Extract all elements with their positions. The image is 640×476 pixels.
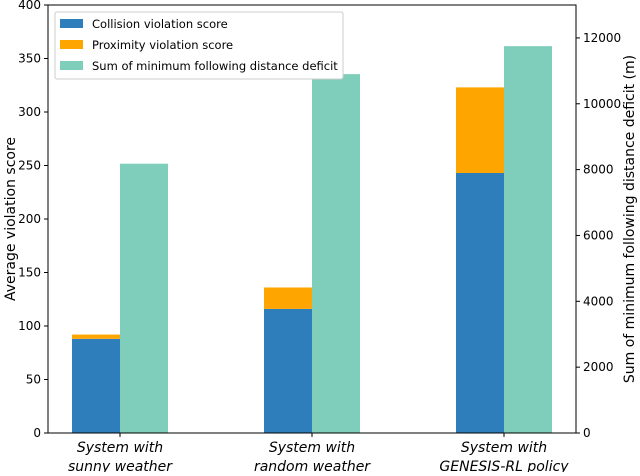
legend-label: Collision violation score — [92, 17, 228, 31]
y-right-tick-label: 4000 — [583, 294, 614, 308]
y-tick-label: 50 — [26, 373, 41, 387]
y-tick-label: 150 — [18, 266, 41, 280]
bar-distance-deficit — [312, 74, 360, 433]
legend-swatch — [60, 61, 83, 70]
legend-swatch — [60, 40, 83, 49]
bar-collision — [264, 308, 312, 433]
bar-proximity — [456, 87, 504, 173]
y-right-tick-label: 6000 — [583, 228, 614, 242]
y-tick-label: 400 — [18, 0, 41, 12]
y-right-tick-label: 12000 — [583, 31, 621, 45]
x-tick-label: random weather — [254, 459, 371, 472]
x-tick-label: System with — [77, 440, 163, 456]
y-right-tick-label: 10000 — [583, 97, 621, 111]
y-right-tick-label: 8000 — [583, 163, 614, 177]
y-right-tick-label: 2000 — [583, 360, 614, 374]
x-tick-label: sunny weather — [68, 459, 173, 472]
bar-distance-deficit — [504, 46, 552, 434]
y-tick-label: 200 — [18, 212, 41, 226]
y-axis-label: Average violation score — [3, 137, 19, 301]
y-tick-label: 300 — [18, 105, 41, 119]
x-tick-label: System with — [269, 440, 355, 456]
bar-proximity — [264, 287, 312, 309]
x-tick-label: System with — [461, 440, 547, 456]
legend-swatch — [60, 19, 83, 28]
y-tick-label: 100 — [18, 319, 41, 333]
y-right-axis-label: Sum of minimum following distance defici… — [622, 55, 638, 383]
legend-label: Sum of minimum following distance defici… — [92, 59, 338, 73]
bar-proximity — [72, 334, 120, 339]
y-tick-label: 250 — [18, 159, 41, 173]
bar-collision — [456, 172, 504, 434]
legend-label: Proximity violation score — [92, 38, 233, 52]
bar-distance-deficit — [120, 163, 168, 434]
bar-collision — [72, 338, 120, 433]
legend — [54, 11, 344, 80]
y-tick-label: 0 — [33, 426, 41, 440]
y-tick-label: 350 — [18, 52, 41, 66]
x-tick-label: GENESIS-RL policy — [439, 459, 569, 472]
y-right-tick-label: 0 — [583, 426, 591, 440]
